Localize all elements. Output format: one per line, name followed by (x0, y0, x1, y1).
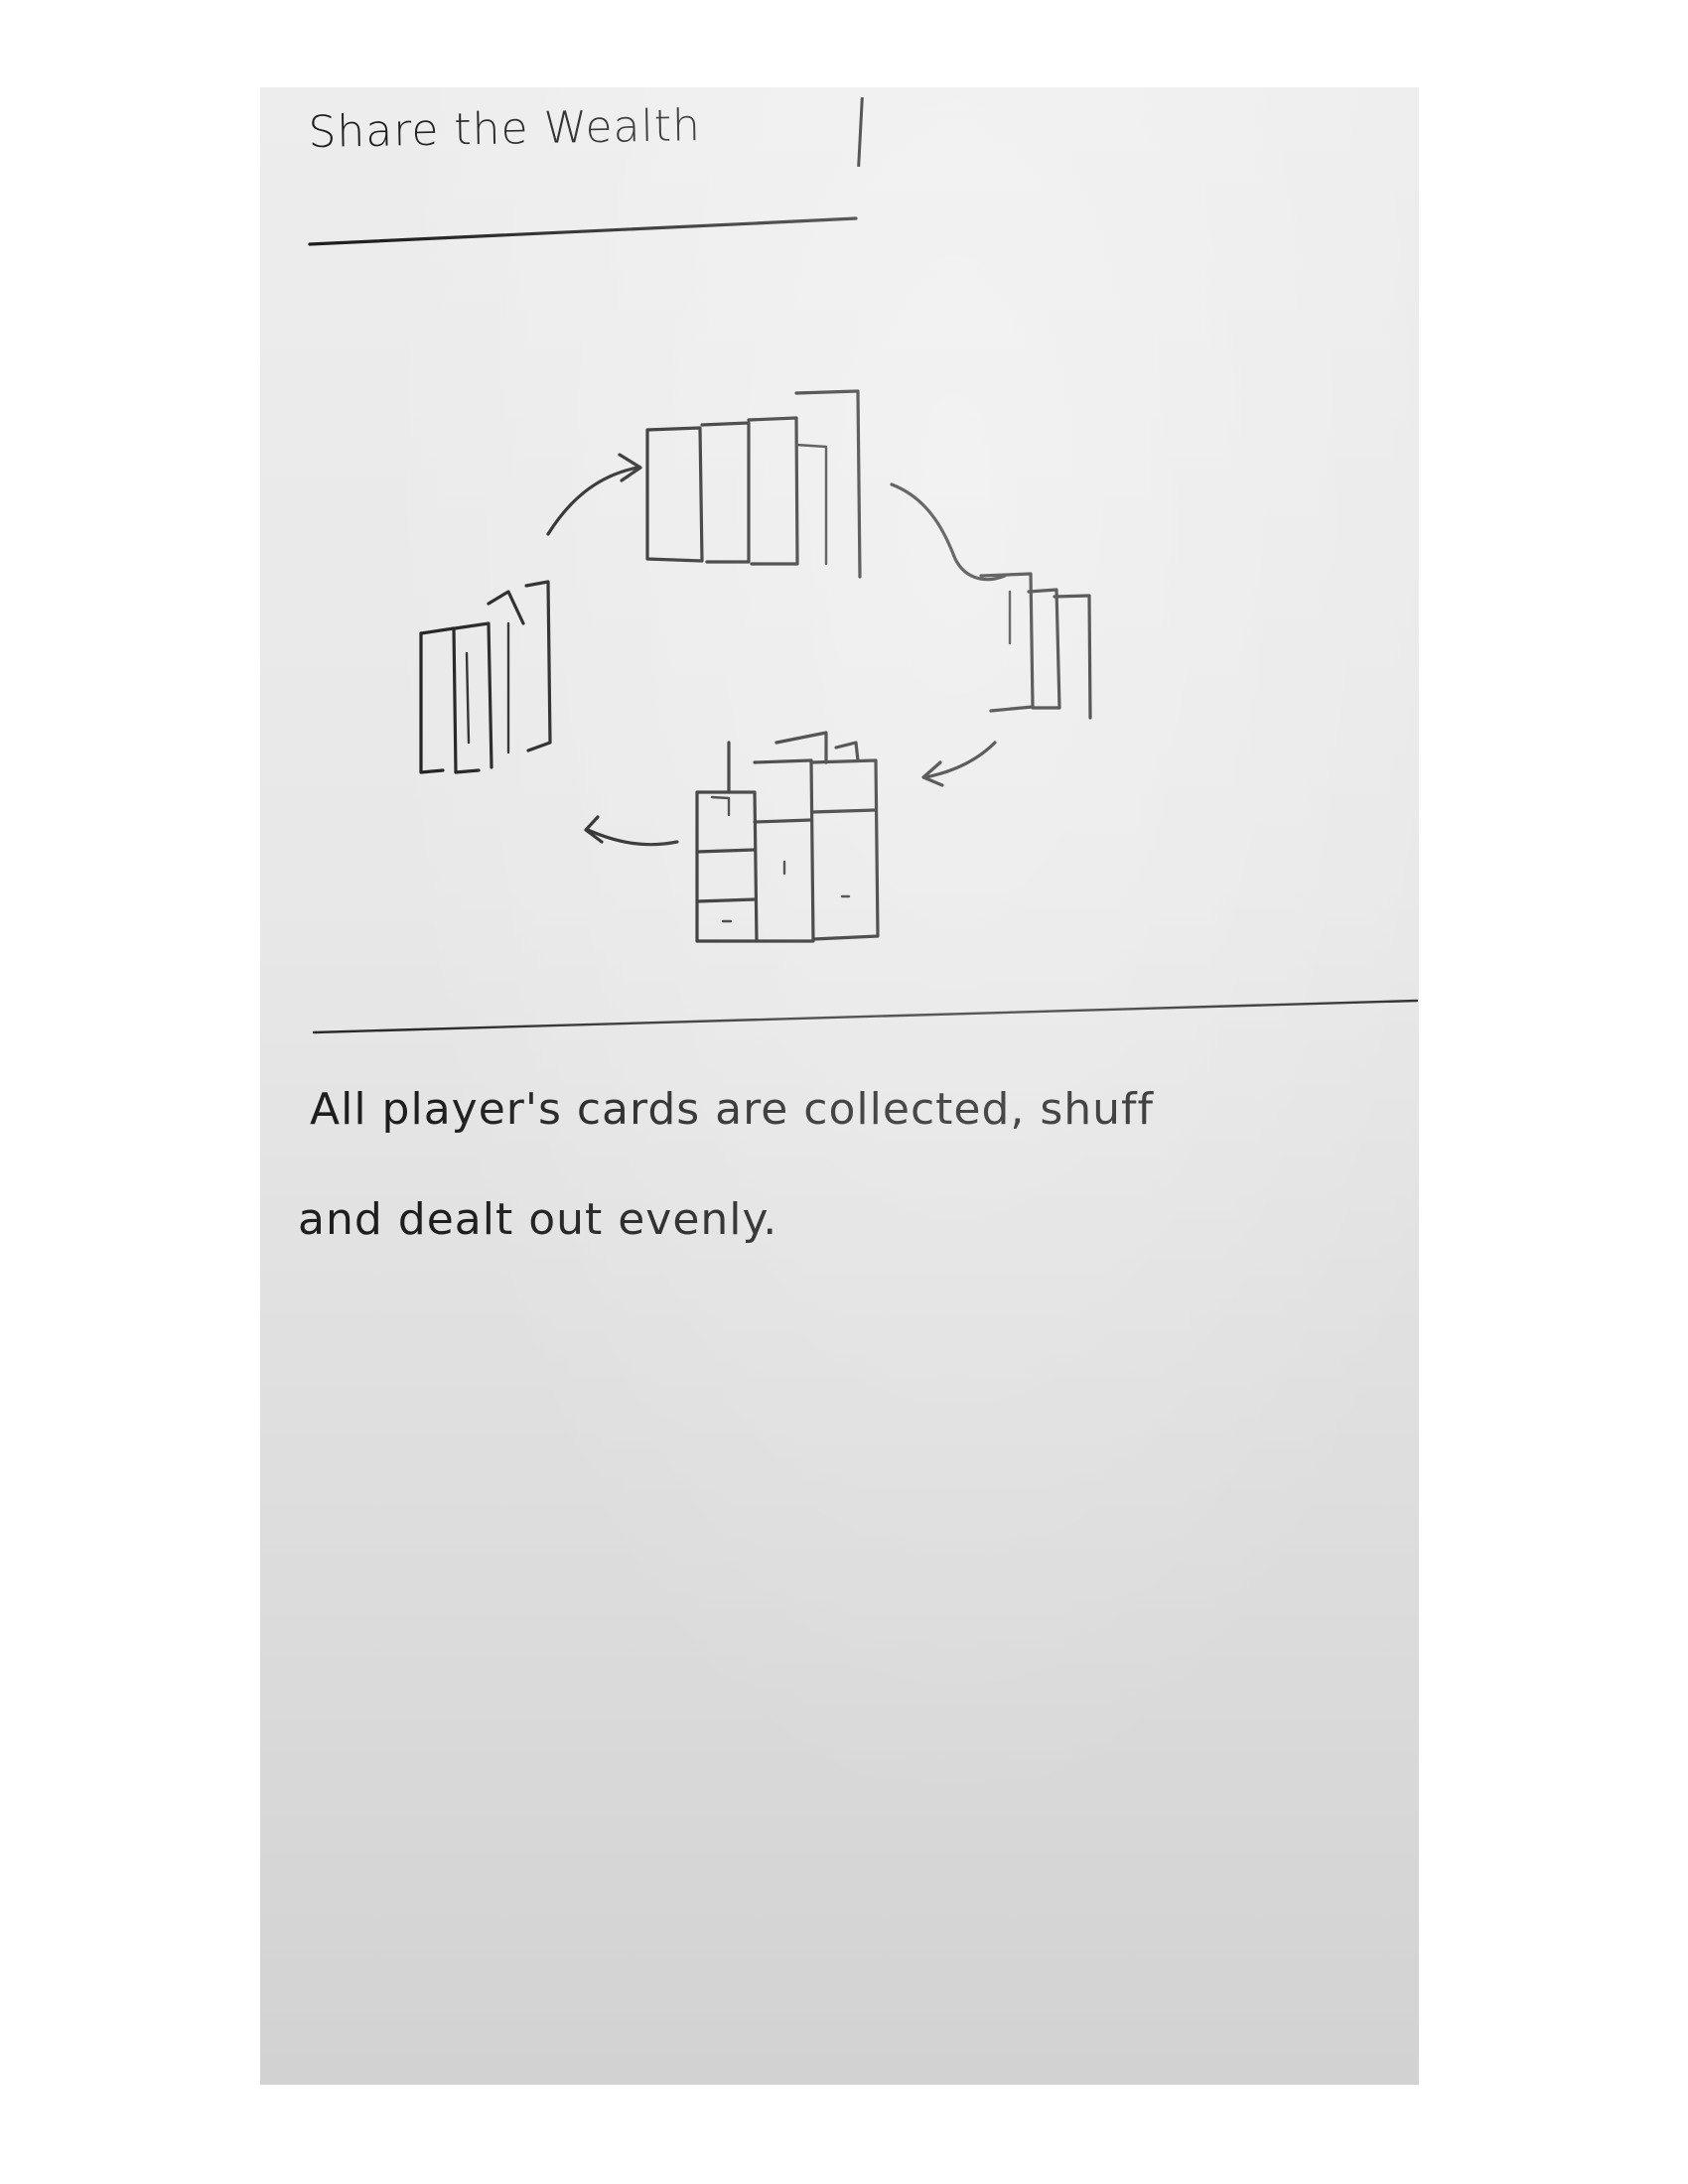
arrow-left-to-top (546, 466, 639, 536)
arrow-bottom-to-left-head (584, 815, 604, 844)
hand-top (645, 389, 862, 579)
title-frame-mark (857, 96, 864, 168)
sketch-photo: Share the Wealth (260, 87, 1419, 2085)
sketch-title: Share the Wealth (308, 100, 702, 158)
arrow-right-to-bottom (923, 741, 997, 779)
arrow-right-to-bottom-head (921, 760, 944, 787)
section-divider (312, 999, 1419, 1034)
hand-bottom (695, 731, 880, 943)
hand-left (419, 580, 552, 774)
arrow-bottom-to-left (586, 828, 679, 847)
hand-right (979, 572, 1092, 720)
title-underline (308, 216, 858, 246)
description-line-1: All player's cards are collected, shuff (310, 1084, 1155, 1135)
arrow-left-to-top-head (618, 453, 642, 482)
description-line-2: and dealt out evenly. (298, 1194, 778, 1245)
arrow-top-to-right (890, 482, 1007, 582)
card-passing-diagram (419, 389, 1092, 943)
